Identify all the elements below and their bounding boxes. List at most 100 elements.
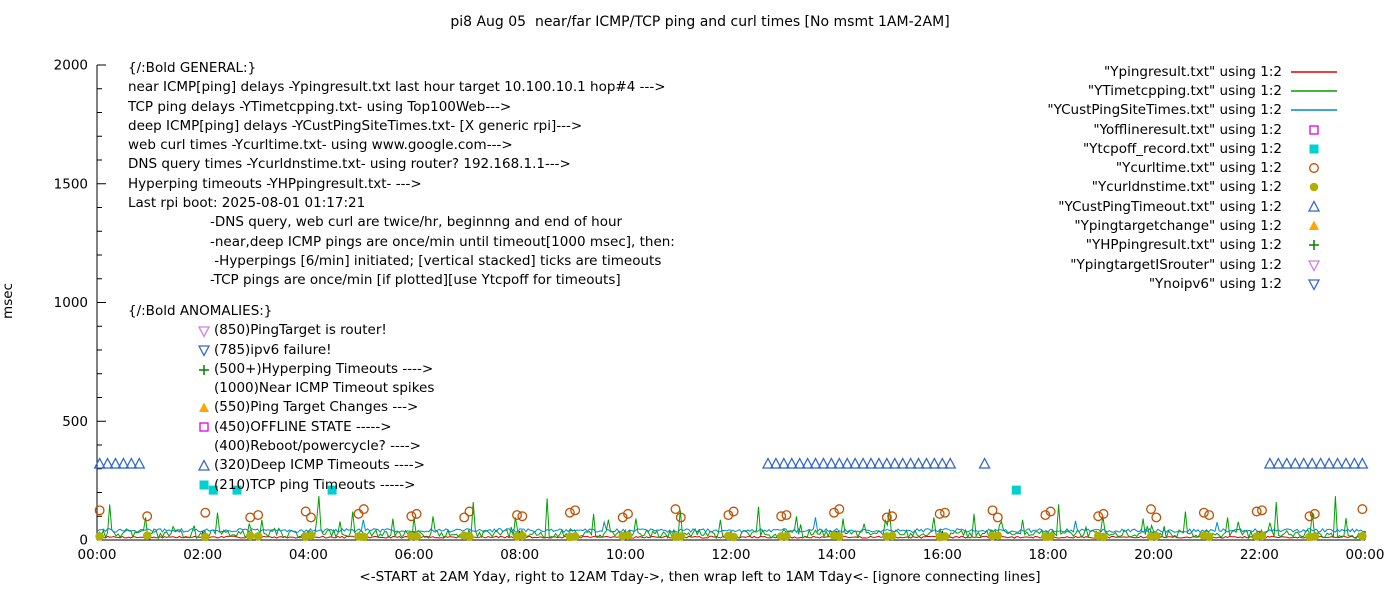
line-series-YCustPingSiteTimes.txt bbox=[96, 517, 1366, 534]
anomaly-text: (500+)Hyperping Timeouts ----> bbox=[214, 360, 434, 377]
y-tick-label: 1000 bbox=[54, 295, 88, 311]
x-tick-label: 22:00 bbox=[1240, 547, 1279, 563]
chart-title: pi8 Aug 05 near/far ICMP/TCP ping and cu… bbox=[450, 14, 950, 30]
legend-label: "Ypingtargetchange" using 1:2 bbox=[1074, 218, 1282, 235]
anomaly-item: (785)ipv6 failure! bbox=[196, 341, 434, 360]
legend-triangle-up-open-icon bbox=[1307, 199, 1321, 212]
legend-triangle-down-open-icon bbox=[1307, 279, 1321, 291]
x-tick-label: 18:00 bbox=[1029, 547, 1068, 563]
legend-label: "YTimetcpping.txt" using 1:2 bbox=[1087, 82, 1282, 99]
anomaly-text: (320)Deep ICMP Timeouts ----> bbox=[214, 457, 425, 474]
triangle-down-open-icon bbox=[197, 345, 211, 358]
square-open-icon bbox=[199, 422, 209, 433]
x-axis-title: <-START at 2AM Yday, right to 12AM Tday-… bbox=[359, 569, 1041, 585]
legend-triangle-up-filled-icon bbox=[1309, 220, 1319, 231]
scatter-series-YCustPingTimeout.txt bbox=[93, 457, 1369, 469]
general-line: web curl times -Ycurltime.txt- using www… bbox=[128, 137, 513, 154]
anomaly-icon-spacer bbox=[196, 439, 212, 455]
legend-label: "Yofflineresult.txt" using 1:2 bbox=[1093, 121, 1282, 138]
legend-square-open-icon bbox=[1309, 124, 1319, 135]
legend-square-filled-icon bbox=[1309, 144, 1319, 154]
anomaly-text: (1000)Near ICMP Timeout spikes bbox=[214, 380, 435, 397]
anomaly-text: (850)PingTarget is router! bbox=[214, 322, 387, 339]
general-note: -DNS query, web curl are twice/hr, begin… bbox=[210, 214, 623, 231]
legend-item: "YpingtargetISrouter" using 1:2 bbox=[1047, 255, 1340, 274]
anomaly-item: (320)Deep ICMP Timeouts ----> bbox=[196, 456, 434, 475]
anomaly-item: (850)PingTarget is router! bbox=[196, 321, 434, 340]
legend-label: "YCustPingSiteTimes.txt" using 1:2 bbox=[1047, 102, 1282, 119]
x-tick-label: 10:00 bbox=[606, 547, 645, 563]
x-tick-label: 06:00 bbox=[395, 547, 434, 563]
legend-label: "YHPpingresult.txt" using 1:2 bbox=[1085, 237, 1282, 254]
x-tick-label: 16:00 bbox=[923, 547, 962, 563]
legend-item: "Ypingresult.txt" using 1:2 bbox=[1047, 62, 1340, 81]
x-tick-label: 08:00 bbox=[500, 547, 539, 563]
anomaly-text: (400)Reboot/powercycle? ----> bbox=[214, 438, 421, 455]
general-notes-block: {/:Bold GENERAL:} near ICMP[ping] delays … bbox=[128, 59, 675, 291]
y-axis-title: msec bbox=[0, 283, 16, 319]
anomaly-item: (210)TCP ping Timeouts -----> bbox=[196, 476, 434, 495]
anomaly-icon-spacer bbox=[196, 381, 212, 397]
legend-item: "Ynoipv6" using 1:2 bbox=[1047, 274, 1340, 293]
legend-line-sample bbox=[1291, 109, 1337, 111]
legend-triangle-down-open-icon bbox=[1307, 259, 1321, 272]
general-line: TCP ping delays -YTimetcpping.txt- using… bbox=[128, 98, 512, 115]
x-axis-ticks: 00:00 02:00 04:00 06:00 08:00 10:00 12:00 14:00… bbox=[78, 531, 1385, 563]
triangle-up-filled-icon bbox=[199, 402, 209, 413]
general-heading: {/:Bold GENERAL:} bbox=[128, 60, 257, 76]
x-tick-label: 00:00 bbox=[78, 547, 117, 563]
general-line: near ICMP[ping] delays -Ypingresult.txt … bbox=[128, 79, 666, 96]
anomaly-item: (450)OFFLINE STATE -----> bbox=[196, 418, 434, 437]
x-tick-label: 02:00 bbox=[183, 547, 222, 563]
legend-label: "YpingtargetISrouter" using 1:2 bbox=[1070, 256, 1282, 273]
y-tick-label: 2000 bbox=[54, 58, 88, 74]
legend-item: "Ytcpoff_record.txt" using 1:2 bbox=[1047, 139, 1340, 158]
legend-item: "YCustPingSiteTimes.txt" using 1:2 bbox=[1047, 101, 1340, 120]
legend-item: "Ycurldnstime.txt" using 1:2 bbox=[1047, 178, 1340, 197]
legend-plus-icon bbox=[1309, 240, 1319, 251]
general-note: -near,deep ICMP pings are once/min until… bbox=[210, 233, 675, 250]
y-tick-label: 500 bbox=[62, 414, 88, 430]
general-line: deep ICMP[ping] delays -YCustPingSiteTim… bbox=[128, 117, 583, 134]
legend-label: "Ynoipv6" using 1:2 bbox=[1148, 275, 1282, 292]
y-tick-label: 1500 bbox=[54, 176, 88, 192]
anomaly-text: (210)TCP ping Timeouts -----> bbox=[214, 476, 416, 493]
scatter-series-Ycurldnstime.txt bbox=[95, 531, 1367, 542]
square-filled-icon bbox=[199, 480, 209, 490]
scatter-series-Ytcpoff_record.txt bbox=[208, 485, 1021, 495]
general-line: Hyperping timeouts -YHPpingresult.txt- -… bbox=[128, 175, 422, 192]
anomaly-text: (550)Ping Target Changes ---> bbox=[214, 399, 419, 416]
legend-line-sample bbox=[1291, 70, 1337, 73]
legend-item: "YHPpingresult.txt" using 1:2 bbox=[1047, 236, 1340, 255]
y-axis-ticks: 0 500 1000 1500 2000 bbox=[54, 58, 106, 549]
legend-circle-filled-icon bbox=[1309, 183, 1319, 192]
anomaly-item: (400)Reboot/powercycle? ----> bbox=[196, 437, 434, 456]
anomaly-text: (785)ipv6 failure! bbox=[214, 341, 332, 358]
legend-label: "Ytcpoff_record.txt" using 1:2 bbox=[1082, 140, 1282, 157]
y-tick-label: 0 bbox=[79, 533, 88, 549]
legend-label: "YCustPingTimeout.txt" using 1:2 bbox=[1058, 198, 1282, 215]
general-line: DNS query times -Ycurldnstime.txt- using… bbox=[128, 156, 571, 173]
anomalies-heading: {/:Bold ANOMALIES:} bbox=[128, 303, 273, 319]
legend-label: "Ycurltime.txt" using 1:2 bbox=[1115, 160, 1282, 177]
legend-line-sample bbox=[1291, 90, 1337, 92]
legend-label: "Ycurldnstime.txt" using 1:2 bbox=[1091, 179, 1282, 196]
anomaly-item: (500+)Hyperping Timeouts ----> bbox=[196, 360, 434, 379]
triangle-up-open-icon bbox=[197, 459, 211, 471]
x-tick-label: 12:00 bbox=[712, 547, 751, 563]
scatter-series-Ycurltime.txt bbox=[94, 504, 1368, 523]
plot-legend: "Ypingresult.txt" using 1:2 "YTimetcpping… bbox=[1047, 62, 1340, 294]
general-note: -TCP pings are once/min [if plotted][use… bbox=[210, 272, 621, 289]
x-tick-label: 00:00 bbox=[1346, 547, 1385, 563]
legend-item: "YCustPingTimeout.txt" using 1:2 bbox=[1047, 197, 1340, 216]
x-tick-label: 20:00 bbox=[1134, 547, 1173, 563]
anomaly-text: (450)OFFLINE STATE -----> bbox=[214, 418, 392, 435]
x-tick-label: 04:00 bbox=[289, 547, 328, 563]
plus-icon bbox=[199, 364, 209, 375]
anomaly-item: (1000)Near ICMP Timeout spikes bbox=[196, 379, 434, 398]
legend-circle-open-icon bbox=[1309, 163, 1319, 174]
general-note: -Hyperpings [6/min] initiated; [vertical… bbox=[210, 252, 662, 269]
x-tick-label: 14:00 bbox=[817, 547, 856, 563]
